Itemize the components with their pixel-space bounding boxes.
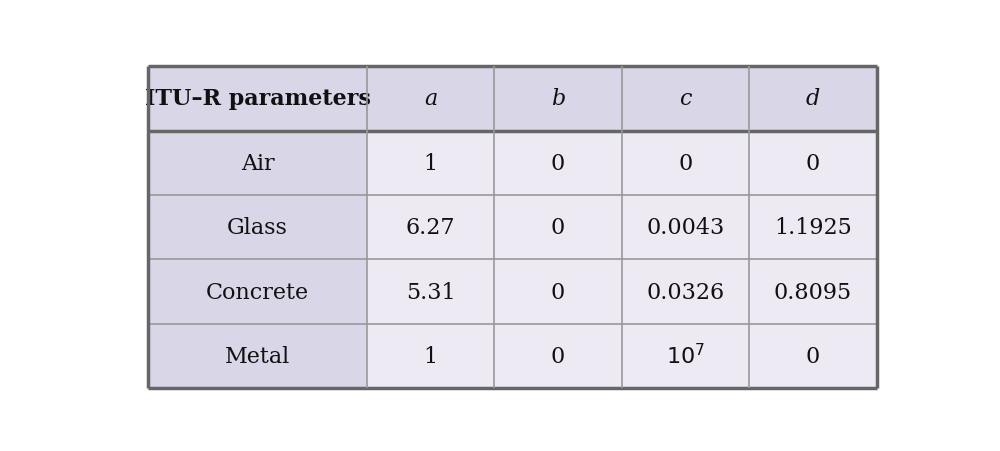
Bar [148,67,367,131]
Text: 6.27: 6.27 [406,217,455,239]
Bar [367,196,494,260]
Bar [494,324,622,388]
Bar [749,196,877,260]
Bar [749,67,877,131]
Text: 0: 0 [806,152,820,175]
Bar [367,260,494,324]
Text: Glass: Glass [227,217,288,239]
Text: c: c [679,88,692,110]
Text: 1: 1 [423,152,438,175]
Bar [622,196,749,260]
Text: 5.31: 5.31 [406,281,455,303]
Bar [148,131,367,196]
Bar [367,131,494,196]
Text: 0.0326: 0.0326 [646,281,725,303]
Bar [494,196,622,260]
Text: 0: 0 [551,345,565,367]
Text: 0: 0 [551,152,565,175]
Bar [622,324,749,388]
Text: 0: 0 [551,281,565,303]
Text: 1: 1 [423,345,438,367]
Bar [622,67,749,131]
Text: 0: 0 [551,217,565,239]
Bar [367,324,494,388]
Bar [148,260,367,324]
Text: b: b [551,88,565,110]
Text: 0: 0 [806,345,820,367]
Text: ITU–R parameters: ITU–R parameters [145,88,370,110]
Text: 0.8095: 0.8095 [774,281,852,303]
Bar [622,260,749,324]
Text: 0.0043: 0.0043 [646,217,725,239]
Bar [622,131,749,196]
Bar [148,324,367,388]
Text: Concrete: Concrete [206,281,309,303]
Bar [494,260,622,324]
Bar [749,324,877,388]
Text: d: d [806,88,820,110]
Text: $10^7$: $10^7$ [666,344,705,369]
Bar [749,131,877,196]
Text: 1.1925: 1.1925 [774,217,852,239]
Text: Metal: Metal [225,345,290,367]
Text: 0: 0 [678,152,693,175]
Text: a: a [424,88,437,110]
Bar [494,67,622,131]
Bar [367,67,494,131]
Bar [148,196,367,260]
Text: Air: Air [241,152,274,175]
Bar [494,131,622,196]
Bar [749,260,877,324]
